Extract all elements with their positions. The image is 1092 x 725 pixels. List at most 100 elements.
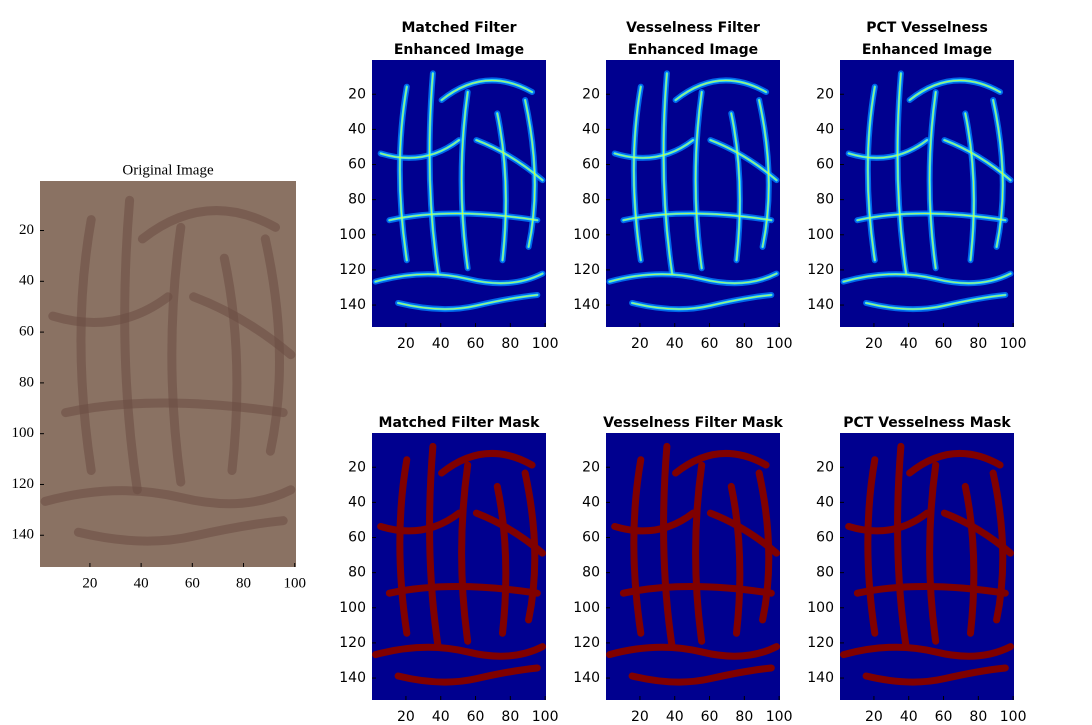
- y-tick-label: 120: [12, 476, 35, 492]
- x-tick-label: 100: [766, 709, 793, 725]
- y-tick-label: 100: [573, 227, 600, 243]
- x-tick-label: 80: [236, 575, 251, 591]
- y-tick-label: 140: [807, 670, 834, 686]
- x-tick-label: 20: [397, 336, 415, 352]
- vessel: [623, 214, 771, 221]
- y-tick-label: 140: [573, 670, 600, 686]
- vessel: [866, 668, 1005, 682]
- vessel: [375, 274, 542, 284]
- x-tick-label: 100: [1000, 336, 1027, 352]
- vessel: [66, 403, 284, 413]
- x-tick-label: 40: [900, 336, 918, 352]
- vessel: [381, 513, 459, 531]
- vessel: [696, 465, 702, 641]
- y-tick-label: 80: [582, 192, 600, 208]
- x-tick-label: 80: [501, 336, 519, 352]
- y-tick-label: 80: [582, 565, 600, 581]
- vessel: [849, 140, 927, 158]
- vessel: [965, 486, 974, 633]
- y-tick-label: 20: [816, 459, 834, 475]
- vessel: [430, 73, 439, 273]
- y-tick-label: 40: [348, 494, 366, 510]
- panel-title: Matched Filter Mask: [379, 415, 541, 431]
- vessel: [400, 460, 407, 634]
- x-tick-label: 60: [935, 709, 953, 725]
- vessel: [632, 668, 771, 682]
- vessel: [930, 92, 936, 268]
- x-tick-label: 60: [935, 336, 953, 352]
- image-texture: [843, 73, 1010, 309]
- image-texture: [375, 446, 542, 682]
- y-tick-label: 80: [816, 565, 834, 581]
- y-tick-label: 60: [348, 157, 366, 173]
- y-tick-label: 40: [582, 121, 600, 137]
- vessel: [843, 647, 1010, 657]
- y-tick-label: 120: [339, 262, 366, 278]
- vessel: [898, 446, 907, 646]
- vessel: [78, 521, 283, 541]
- y-tick-label: 60: [816, 530, 834, 546]
- vessel: [389, 214, 537, 221]
- vessel: [525, 100, 535, 247]
- vessel: [45, 490, 291, 504]
- vessel: [664, 446, 673, 646]
- y-tick-label: 60: [582, 530, 600, 546]
- x-tick-label: 20: [865, 709, 883, 725]
- vessel: [615, 513, 693, 531]
- x-tick-label: 40: [432, 336, 450, 352]
- vessel: [398, 295, 537, 309]
- vessel: [442, 453, 532, 473]
- x-tick-label: 100: [1000, 709, 1027, 725]
- y-tick-label: 120: [807, 635, 834, 651]
- vessel: [676, 453, 766, 473]
- x-tick-label: 60: [701, 336, 719, 352]
- y-tick-label: 120: [573, 262, 600, 278]
- y-tick-label: 40: [348, 121, 366, 137]
- y-tick-label: 100: [573, 600, 600, 616]
- y-tick-label: 20: [582, 86, 600, 102]
- vessel: [497, 113, 506, 260]
- vessel: [400, 87, 407, 261]
- vessel: [381, 140, 459, 158]
- x-tick-label: 40: [666, 709, 684, 725]
- vessel: [53, 297, 168, 323]
- x-tick-label: 40: [134, 575, 149, 591]
- y-tick-label: 80: [19, 374, 34, 390]
- vessel: [868, 460, 875, 634]
- vessel: [430, 446, 439, 646]
- vessel: [375, 647, 542, 657]
- y-tick-label: 140: [807, 297, 834, 313]
- x-tick-label: 20: [397, 709, 415, 725]
- vessel: [634, 460, 641, 634]
- x-tick-label: 20: [865, 336, 883, 352]
- y-tick-label: 80: [348, 565, 366, 581]
- vessel: [731, 113, 740, 260]
- y-tick-label: 40: [816, 121, 834, 137]
- vessel: [930, 465, 936, 641]
- y-tick-label: 20: [19, 222, 34, 238]
- vessel: [172, 227, 181, 482]
- y-tick-label: 40: [816, 494, 834, 510]
- x-tick-label: 20: [631, 336, 649, 352]
- vessel: [710, 513, 776, 553]
- vessel: [993, 100, 1003, 247]
- y-tick-label: 60: [19, 324, 34, 340]
- y-tick-label: 120: [807, 262, 834, 278]
- y-tick-label: 20: [348, 86, 366, 102]
- y-tick-label: 60: [816, 157, 834, 173]
- vessel: [944, 140, 1010, 180]
- vessel: [398, 668, 537, 682]
- image-texture: [375, 73, 542, 309]
- vessel: [910, 453, 1000, 473]
- vessel: [965, 113, 974, 260]
- y-tick-label: 100: [12, 425, 35, 441]
- vessel: [664, 73, 673, 273]
- image-texture: [45, 200, 291, 541]
- x-tick-label: 80: [735, 336, 753, 352]
- image-texture: [609, 73, 776, 309]
- y-tick-label: 60: [582, 157, 600, 173]
- panel-title: Matched Filter: [402, 20, 517, 36]
- x-tick-label: 80: [969, 709, 987, 725]
- vessel: [898, 73, 907, 273]
